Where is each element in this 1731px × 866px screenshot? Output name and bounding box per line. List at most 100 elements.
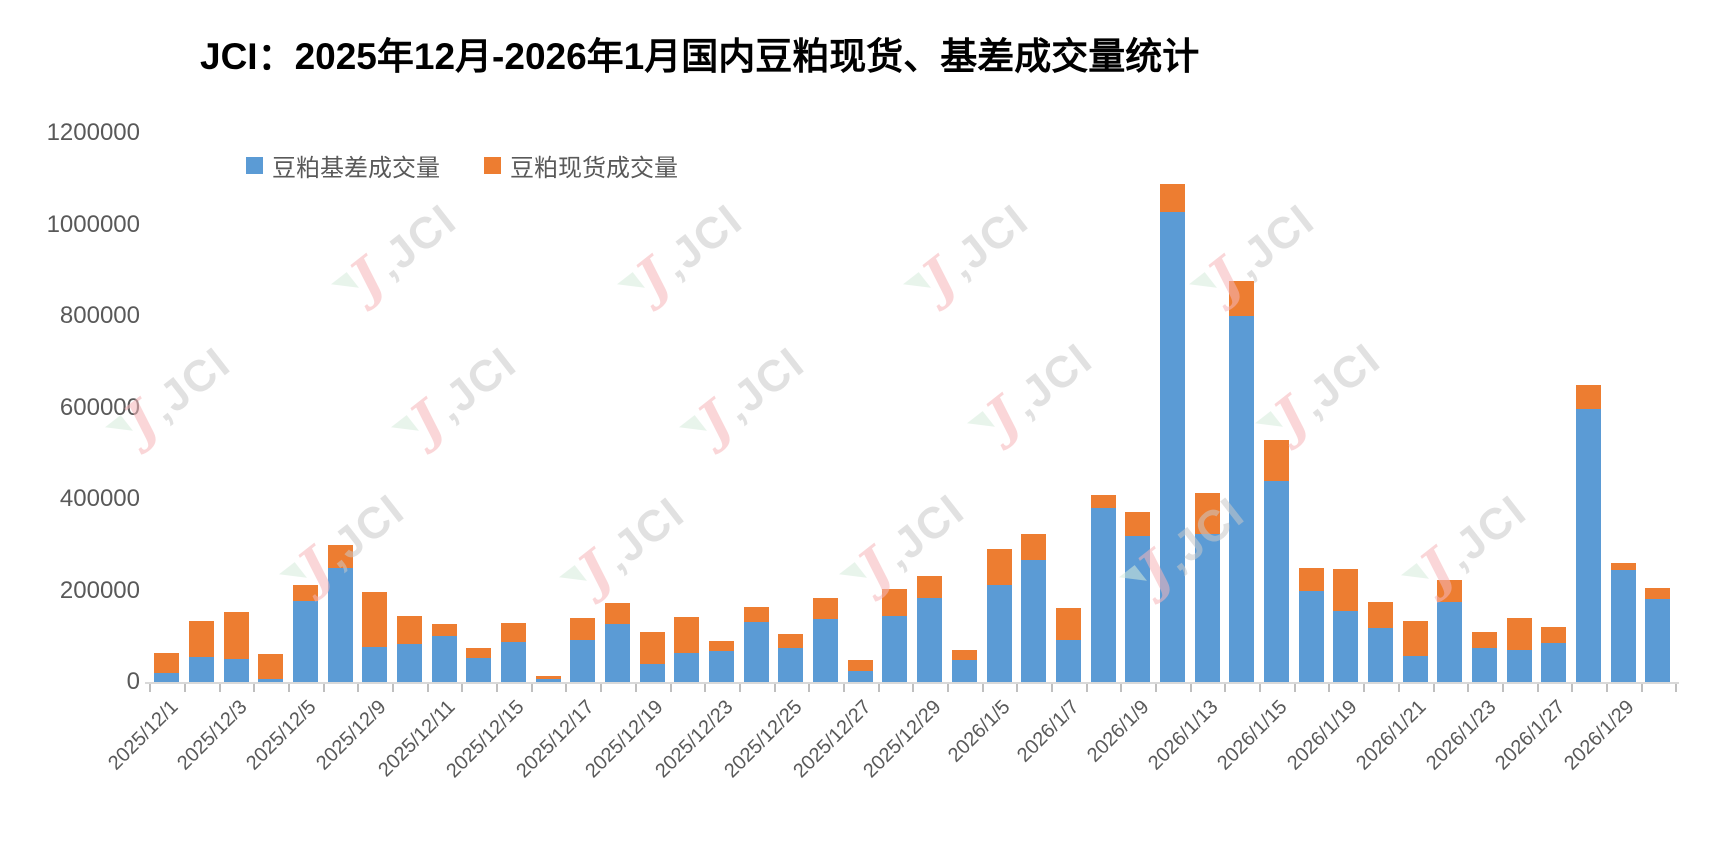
x-axis-tick (808, 684, 811, 692)
y-axis-label: 800000 (59, 302, 140, 329)
x-axis-line (145, 682, 1679, 684)
bar-basis-segment (1159, 212, 1185, 682)
x-axis-tick (1259, 684, 1262, 692)
x-axis-tick (1605, 684, 1608, 692)
x-axis-tick (149, 684, 152, 692)
watermark-text: ‚JCI (425, 337, 526, 431)
x-axis-tick (1640, 684, 1643, 692)
bar-basis-segment (188, 656, 214, 682)
bar-spot-segment (1506, 618, 1532, 650)
bar-spot-segment (1021, 533, 1047, 561)
watermark-text: ‚JCI (1289, 333, 1390, 427)
bar-basis-segment (1437, 602, 1463, 682)
jci-watermark: ◥J ‚JCI (551, 482, 697, 615)
watermark-leaf-icon: ◥ (1184, 266, 1219, 303)
watermark-leaf-icon: ◥ (674, 409, 709, 446)
bar-spot-segment (743, 607, 769, 622)
y-axis-label: 400000 (59, 485, 140, 512)
legend-swatch-spot (484, 157, 501, 174)
y-axis-label: 1000000 (46, 210, 140, 238)
watermark-leaf-icon: ◥ (834, 556, 869, 593)
x-axis-tick (981, 684, 984, 692)
bar-basis-segment (882, 616, 908, 682)
watermark-leaf-icon: ◥ (898, 266, 933, 303)
x-axis-tick (1536, 684, 1539, 692)
bar-spot-segment (778, 634, 804, 648)
jci-watermark: ◥J ‚JCI (671, 332, 817, 465)
bar-spot-segment (258, 654, 284, 679)
bar-spot-segment (1194, 492, 1220, 534)
x-axis-tick (1085, 684, 1088, 692)
x-axis-tick (1051, 684, 1054, 692)
legend-label-basis: 豆粕基差成交量 (272, 155, 440, 182)
bar-spot-segment (917, 575, 943, 599)
x-axis-tick (461, 684, 464, 692)
bar-spot-segment (431, 623, 457, 636)
bar-basis-segment (223, 659, 249, 682)
jci-watermark: ◥J ‚JCI (383, 332, 529, 465)
watermark-leaf-icon: ◥ (1396, 557, 1431, 594)
jci-watermark: ◥J ‚JCI (1393, 480, 1539, 613)
x-axis-tick (496, 684, 499, 692)
bar-spot-segment (1610, 563, 1636, 571)
bar-basis-segment (466, 658, 492, 682)
bar-basis-segment (1402, 655, 1428, 682)
watermark-logo-icon: J (686, 389, 744, 453)
bar-basis-segment (639, 664, 665, 682)
bar-basis-segment (1506, 649, 1532, 682)
watermark-logo-icon: J (910, 246, 968, 310)
watermark-leaf-icon: ◥ (962, 405, 997, 442)
bar-spot-segment (1645, 588, 1671, 600)
watermark-logo-icon: J (566, 539, 624, 603)
x-axis-tick (738, 684, 741, 692)
bar-basis-segment (709, 650, 735, 682)
watermark-text: ‚JCI (139, 337, 240, 431)
bar-spot-segment (1090, 494, 1116, 509)
bar-basis-segment (1541, 642, 1567, 682)
bar-basis-segment (292, 601, 318, 682)
legend: 豆粕基差成交量 豆粕现货成交量 (246, 148, 722, 183)
bar-basis-segment (1263, 480, 1289, 682)
bar-basis-segment (847, 671, 873, 682)
x-axis-tick (426, 684, 429, 692)
bar-spot-segment (813, 598, 839, 620)
watermark-text: ‚JCI (713, 337, 814, 431)
x-axis-tick (704, 684, 707, 692)
x-axis-tick (1363, 684, 1366, 692)
x-axis-tick (530, 684, 533, 692)
bar-basis-segment (605, 624, 630, 682)
jci-watermark: ◥J ‚JCI (609, 189, 755, 322)
bar-spot-segment (396, 616, 422, 645)
bar-spot-segment (1055, 608, 1081, 640)
x-axis-tick (1467, 684, 1470, 692)
bar-basis-segment (1090, 508, 1116, 682)
bar-spot-segment (1125, 511, 1151, 537)
x-axis-tick (1016, 684, 1019, 692)
watermark-leaf-icon: ◥ (612, 266, 647, 303)
bar-basis-segment (674, 652, 700, 682)
bar-basis-segment (396, 644, 422, 682)
bar-spot-segment (1229, 280, 1255, 317)
bar-basis-segment (327, 567, 353, 682)
watermark-leaf-icon: ◥ (326, 266, 361, 303)
watermark-logo-icon: J (624, 246, 682, 310)
bar-spot-segment (709, 640, 735, 651)
bar-basis-segment (986, 585, 1012, 682)
bar-spot-segment (223, 612, 249, 660)
watermark-text: ‚JCI (1001, 333, 1102, 427)
x-axis-tick (669, 684, 672, 692)
bar-spot-segment (500, 622, 526, 642)
y-axis-label: 1200000 (46, 119, 140, 146)
bar-basis-segment (1576, 409, 1602, 682)
bar-spot-segment (639, 631, 665, 665)
watermark-text: ‚JCI (365, 194, 466, 288)
bar-spot-segment (188, 621, 214, 657)
bar-basis-segment (535, 679, 561, 682)
watermark-logo-icon: J (398, 389, 456, 453)
jci-watermark: ◥J ‚JCI (323, 189, 469, 322)
watermark-logo-icon: J (338, 246, 396, 310)
x-axis-tick (565, 684, 568, 692)
x-axis-tick (946, 684, 949, 692)
y-axis-label: 600000 (59, 393, 140, 421)
watermark-logo-icon: J (1262, 385, 1320, 449)
